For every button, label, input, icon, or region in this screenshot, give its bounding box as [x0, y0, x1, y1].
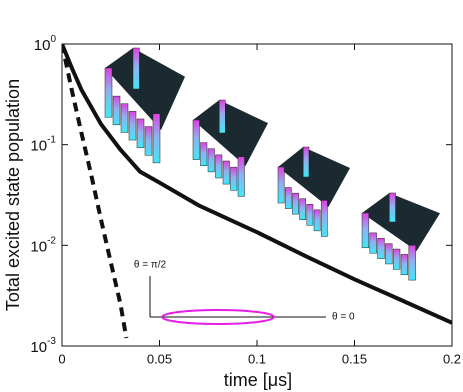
inset-base: [278, 147, 350, 207]
y-tick-label: 10-2: [30, 235, 56, 255]
inset-bar: [400, 254, 409, 275]
inset-bar: [392, 248, 401, 270]
inset-bar: [389, 192, 396, 223]
inset-bar: [320, 200, 328, 237]
inset-bar: [408, 245, 416, 281]
inset-bar: [120, 103, 129, 133]
inset-bar: [136, 118, 145, 148]
x-tick-label: 0.15: [342, 351, 367, 366]
y-tick-label: 100: [34, 34, 57, 54]
x-tick-label: 0.2: [443, 351, 461, 366]
annotation: θ = π/2: [134, 260, 167, 271]
inset-bar: [128, 111, 137, 141]
inset-bar: [237, 156, 245, 197]
annotation: θ = 0: [332, 312, 355, 323]
inset-bar: [104, 67, 113, 118]
inset-bar: [132, 47, 140, 90]
inset-bar: [215, 154, 223, 179]
inset-bar: [292, 192, 299, 215]
inset-bar: [306, 204, 314, 226]
inset-bar: [302, 146, 310, 178]
x-tick-label: 0.05: [147, 351, 172, 366]
inset-bar: [377, 238, 385, 259]
inset-bar: [144, 126, 153, 156]
inset-base: [362, 193, 440, 251]
y-tick-label: 10-1: [30, 134, 56, 154]
polar-diagram: [149, 276, 326, 325]
inset-bar: [207, 148, 215, 173]
inset-bar: [313, 209, 321, 232]
inset-bar: [222, 160, 230, 185]
y-tick-label: 10-3: [30, 336, 56, 356]
x-axis-label: time [μs]: [224, 370, 292, 390]
line-series: [62, 44, 452, 325]
insets: [104, 47, 440, 281]
inset-bar: [369, 232, 377, 254]
inset-bar: [284, 187, 292, 209]
y-axis-label: Total excited state population: [3, 79, 23, 311]
inset-bar: [112, 95, 121, 126]
inset-base: [193, 100, 268, 166]
inset-bar: [200, 142, 208, 166]
x-tick-label: 0.1: [248, 351, 266, 366]
inset-bar: [219, 99, 226, 134]
x-tick-label: 0: [58, 351, 65, 366]
inset-bar: [299, 198, 307, 220]
inset-base: [105, 48, 185, 130]
inset-bar: [385, 243, 393, 265]
line-series: [62, 44, 129, 339]
inset-bar: [361, 212, 370, 249]
inset-bar: [192, 119, 200, 160]
inset-bar: [152, 113, 161, 164]
inset-bar: [277, 166, 285, 204]
inset-bar: [230, 166, 238, 191]
